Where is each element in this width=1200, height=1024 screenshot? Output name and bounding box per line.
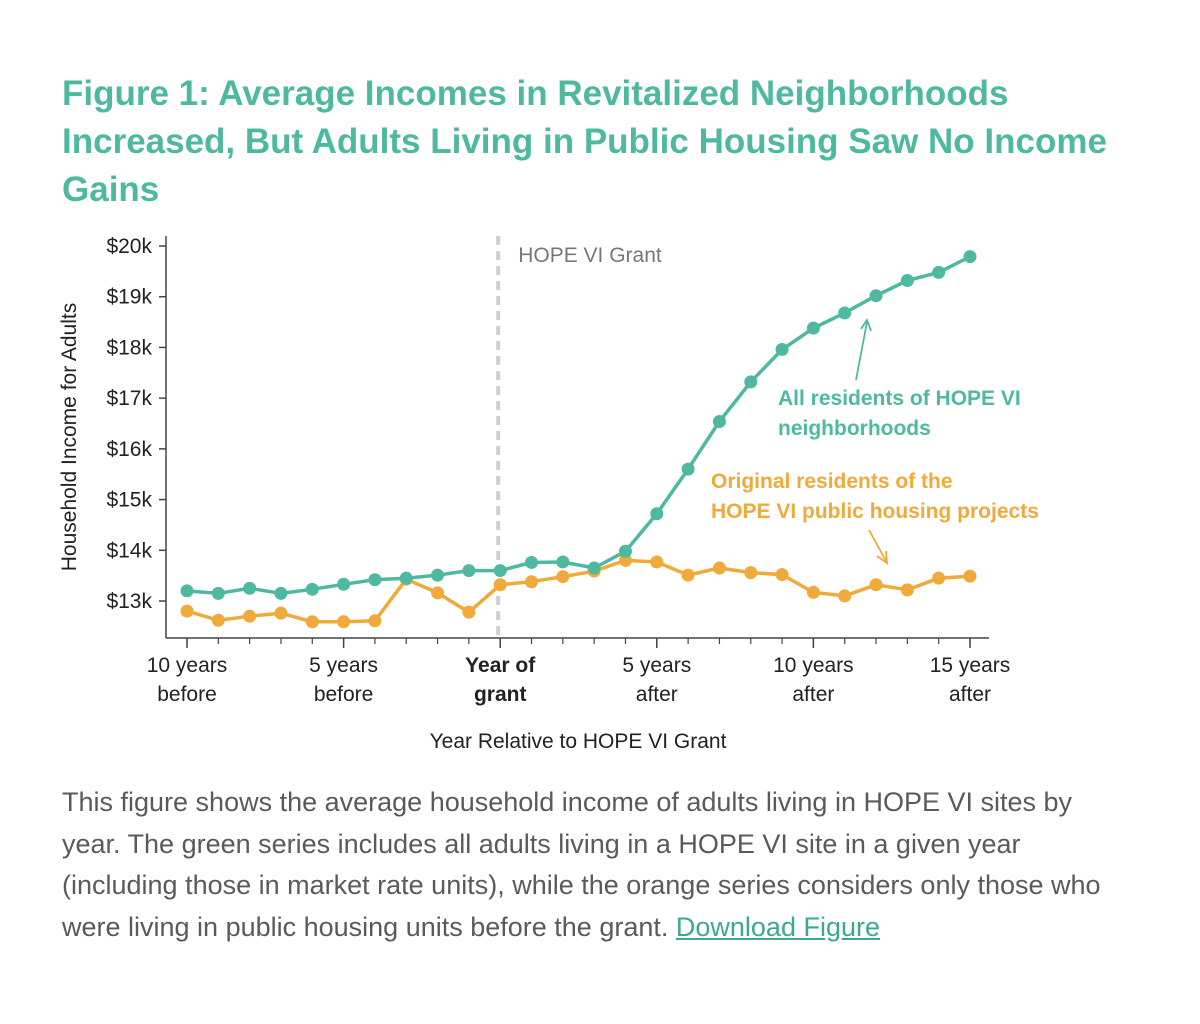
data-point-all-residents <box>806 321 820 335</box>
x-tick-label: after <box>949 683 991 706</box>
y-tick-label: $20k <box>106 235 152 258</box>
data-point-all-residents <box>243 581 257 595</box>
data-point-original-residents <box>618 553 632 567</box>
chart-series <box>180 250 977 629</box>
data-point-original-residents <box>806 585 820 599</box>
chart-axes: $13k $14k $15k $16k $17k $18k $19k $20k 10 years… <box>58 235 1010 753</box>
data-point-all-residents <box>493 564 507 578</box>
data-point-original-residents <box>337 615 351 629</box>
data-point-original-residents <box>462 605 476 619</box>
data-point-all-residents <box>869 289 883 303</box>
all-residents-label: All residents of HOPE VI <box>778 387 1021 410</box>
data-point-original-residents <box>556 570 570 584</box>
x-tick-label: 5 years <box>622 654 691 677</box>
y-tick-label: $18k <box>106 336 152 359</box>
line-chart: HOPE VI Grant $13k$14k$15k$16k$17k$18k$1… <box>58 235 1039 753</box>
data-point-all-residents <box>368 573 382 587</box>
original-residents-arrowhead <box>876 550 889 565</box>
data-point-original-residents <box>493 578 507 592</box>
x-tick-label: 10 years <box>147 654 228 677</box>
data-point-original-residents <box>180 604 194 618</box>
y-tick-label: $15k <box>106 489 152 512</box>
y-tick-label: $19k <box>106 286 152 309</box>
data-point-all-residents <box>305 582 319 596</box>
y-axis-title: Household Income for Adults <box>58 303 81 572</box>
y-tick-label: $16k <box>106 438 152 461</box>
all-residents-label: neighborhoods <box>778 417 931 440</box>
data-point-all-residents <box>180 584 194 598</box>
data-point-all-residents <box>587 561 601 575</box>
data-point-all-residents <box>932 265 946 279</box>
x-tick-label: 15 years <box>930 654 1011 677</box>
data-point-original-residents <box>368 614 382 628</box>
data-point-original-residents <box>305 615 319 629</box>
data-point-original-residents <box>900 583 914 597</box>
data-point-original-residents <box>211 613 225 627</box>
data-point-all-residents <box>462 564 476 578</box>
data-point-all-residents <box>211 586 225 600</box>
data-point-original-residents <box>838 589 852 603</box>
data-point-all-residents <box>681 462 695 476</box>
data-point-original-residents <box>963 569 977 583</box>
download-figure-link[interactable]: Download Figure <box>675 911 880 942</box>
all-residents-arrow <box>855 321 868 381</box>
data-point-original-residents <box>650 555 664 569</box>
caption-text: This figure shows the average household … <box>62 787 1101 942</box>
figure-title: Figure 1: Average Incomes in Revitalized… <box>62 74 1107 209</box>
x-tick-label: after <box>636 683 678 706</box>
chart-reference-layer: HOPE VI Grant <box>496 236 662 638</box>
y-tick-label: $17k <box>106 387 152 410</box>
original-residents-arrow <box>868 529 887 562</box>
data-point-original-residents <box>712 561 726 575</box>
data-point-original-residents <box>775 568 789 582</box>
all-residents-arrowhead <box>860 318 872 332</box>
x-tick-label: Year of <box>465 654 536 677</box>
data-point-all-residents <box>556 555 570 569</box>
data-point-all-residents <box>618 544 632 558</box>
data-point-original-residents <box>932 571 946 585</box>
grant-reference-label: HOPE VI Grant <box>518 244 662 267</box>
data-point-all-residents <box>650 507 664 521</box>
data-point-all-residents <box>525 555 539 569</box>
data-point-all-residents <box>337 577 351 591</box>
data-point-original-residents <box>744 566 758 580</box>
original-residents-label: Original residents of the <box>711 470 953 493</box>
figure-caption: This figure shows the average household … <box>62 782 1102 948</box>
x-tick-label: before <box>314 683 374 706</box>
original-residents-label: HOPE VI public housing projects <box>711 500 1039 523</box>
data-point-original-residents <box>525 575 539 589</box>
x-tick-label: 5 years <box>309 654 378 677</box>
x-tick-label: before <box>157 683 217 706</box>
data-point-all-residents <box>399 571 413 585</box>
data-point-all-residents <box>775 342 789 356</box>
y-tick-label: $13k <box>106 590 152 613</box>
data-point-original-residents <box>431 586 445 600</box>
x-tick-label: grant <box>474 683 527 706</box>
data-point-all-residents <box>274 586 288 600</box>
data-point-original-residents <box>274 606 288 620</box>
data-point-all-residents <box>900 273 914 287</box>
data-point-original-residents <box>681 568 695 582</box>
x-axis-title: Year Relative to HOPE VI Grant <box>430 730 727 753</box>
data-point-original-residents <box>243 609 257 623</box>
data-point-all-residents <box>712 414 726 428</box>
chart-annotations: All residents of HOPE VI neighborhoods Ori… <box>711 318 1039 565</box>
data-point-all-residents <box>963 250 977 264</box>
data-point-all-residents <box>744 375 758 389</box>
data-point-original-residents <box>869 578 883 592</box>
x-tick-label: after <box>792 683 834 706</box>
x-tick-label: 10 years <box>773 654 854 677</box>
data-point-all-residents <box>838 306 852 320</box>
data-point-all-residents <box>431 568 445 582</box>
y-tick-label: $14k <box>106 539 152 562</box>
